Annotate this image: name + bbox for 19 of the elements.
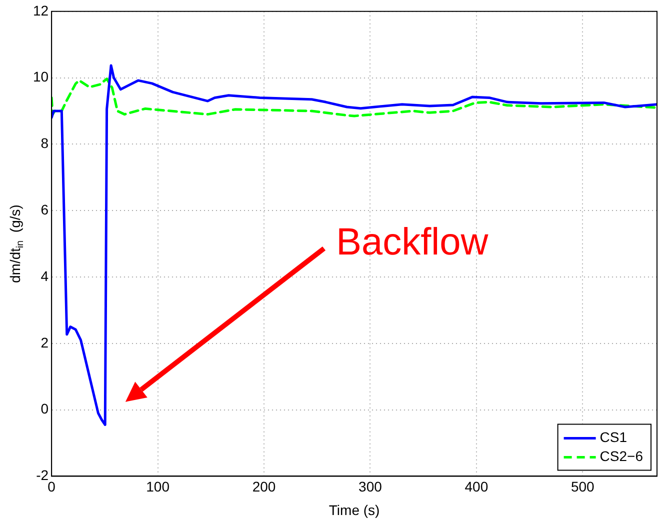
legend-label: CS2−6 xyxy=(600,448,644,464)
y-tick-label: 0 xyxy=(40,400,49,417)
annotation: Backflow xyxy=(336,221,489,264)
x-tick-label: 400 xyxy=(464,478,488,494)
y-tick-label: 2 xyxy=(40,334,49,350)
x-tick-label: 300 xyxy=(358,478,382,494)
x-tick-label: 100 xyxy=(146,478,170,494)
y-tick-label: 4 xyxy=(40,268,49,284)
x-axis-title: Time (s) xyxy=(328,502,380,518)
x-tick-label: 500 xyxy=(570,478,595,494)
line-series xyxy=(52,78,657,118)
y-axis-title: dm/dtin (g/s) xyxy=(6,204,26,284)
y-tick-label: 8 xyxy=(40,135,49,152)
y-tick-label: 6 xyxy=(40,201,49,218)
y-tick-label: -2 xyxy=(36,467,49,484)
legend-label: CS1 xyxy=(600,429,628,446)
x-tick-label: 200 xyxy=(252,478,276,494)
y-tick-label: 12 xyxy=(32,2,49,18)
y-tick-label: 10 xyxy=(32,68,49,85)
